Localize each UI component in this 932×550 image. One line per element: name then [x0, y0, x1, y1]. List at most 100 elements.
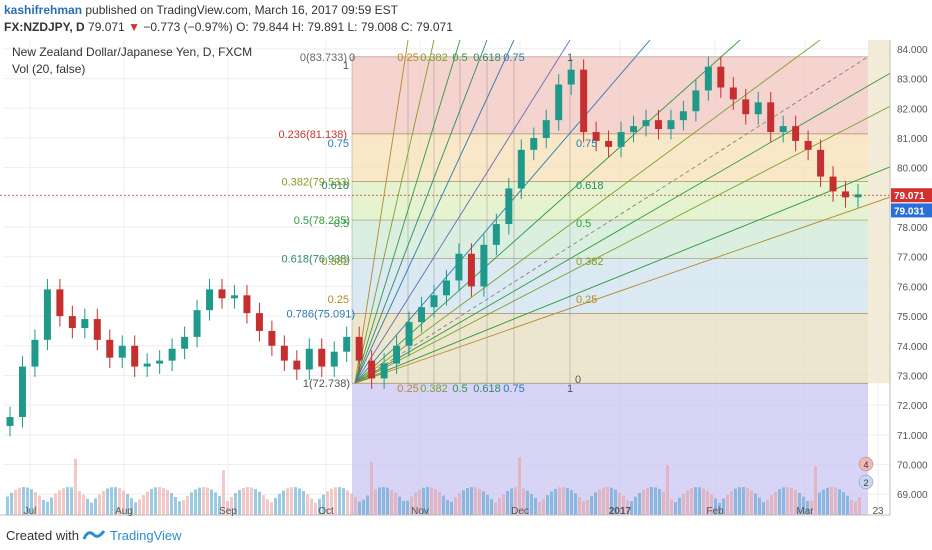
symbol-label[interactable]: FX:NZDJPY, D: [4, 20, 85, 34]
volume-bar: [490, 498, 493, 515]
candle-body: [630, 126, 638, 133]
fib-zone-extension: [868, 40, 890, 384]
tradingview-brand[interactable]: TradingView: [110, 528, 182, 543]
candle-body: [206, 289, 214, 311]
volume-bar: [34, 491, 37, 515]
volume-bar: [666, 465, 669, 515]
fan-mid-label: 0.25: [576, 294, 597, 306]
fib-level-label: 1(72.738): [303, 378, 350, 390]
volume-bar: [690, 488, 693, 515]
volume-bar: [170, 493, 173, 515]
volume-bar: [474, 487, 477, 515]
candle-body: [767, 102, 775, 133]
volume-bar: [186, 495, 189, 515]
volume-bar: [614, 489, 617, 515]
volume-bar: [618, 492, 621, 515]
fib-level-label: 0.5(78.235): [294, 215, 350, 227]
volume-bar: [822, 489, 825, 515]
volume-bar: [370, 461, 373, 515]
volume-bar: [678, 497, 681, 515]
volume-bar: [274, 497, 277, 515]
chart-header: kashifrehman published on TradingView.co…: [0, 0, 932, 40]
fan-bottom-label: 0.618: [473, 383, 501, 395]
volume-bar: [210, 489, 213, 515]
volume-bar: [122, 490, 125, 515]
fan-mid-label: 0.75: [576, 138, 597, 150]
volume-bar: [698, 487, 701, 515]
volume-bar: [670, 499, 673, 515]
time-tick-label: Jul: [24, 506, 37, 517]
volume-bar: [774, 491, 777, 515]
volume-bar: [62, 488, 65, 515]
volume-bar: [270, 502, 273, 515]
volume-bar: [66, 487, 69, 515]
price-tick-label: 71.000: [897, 431, 928, 442]
candle-body: [555, 84, 563, 121]
price-chart[interactable]: 0(83.733) 0.236(81.138) 0.382(79.533) 0.5(7…: [0, 40, 932, 522]
fan-line: [354, 40, 741, 384]
volume-bar: [730, 491, 733, 515]
volume-bar: [646, 487, 649, 515]
volume-bar: [138, 499, 141, 515]
price-axis-background: [890, 40, 932, 522]
volume-bar: [206, 487, 209, 515]
volume-bar: [258, 491, 261, 515]
fan-top-label: 0.75: [503, 52, 524, 64]
time-tick-label: Feb: [706, 506, 724, 517]
volume-bar: [94, 498, 97, 515]
volume-bar: [518, 457, 521, 515]
volume-bar: [350, 493, 353, 515]
candle-body: [193, 310, 201, 337]
volume-bar: [858, 497, 861, 515]
fan-mid-label: 0.382: [576, 256, 604, 268]
volume-bar: [438, 492, 441, 515]
volume-bar: [6, 496, 9, 515]
volume-bar: [826, 487, 829, 515]
candle-body: [792, 126, 800, 141]
volume-bar: [366, 495, 369, 515]
candle-body: [118, 345, 126, 358]
volume-bar: [758, 497, 761, 515]
candle-body: [642, 120, 650, 127]
candle-body: [455, 253, 463, 281]
author-name[interactable]: kashifrehman: [4, 3, 83, 17]
volume-bar: [778, 489, 781, 515]
candle-body: [480, 244, 488, 287]
candle-body: [31, 339, 39, 367]
candle-body: [81, 319, 89, 328]
volume-bar: [542, 499, 545, 515]
candle-body: [318, 348, 326, 367]
volume-bar: [462, 490, 465, 515]
volume-bar: [90, 502, 93, 515]
candle-body: [804, 140, 812, 150]
volume-bar: [318, 498, 321, 515]
fan-top-label: 0.25: [397, 52, 418, 64]
footer: Created with TradingView: [0, 522, 932, 550]
volume-bar: [346, 490, 349, 515]
volume-bar: [242, 487, 245, 515]
event-badge-icon: [858, 456, 874, 472]
fan-top-label: 0.618: [473, 52, 501, 64]
volume-bar: [682, 493, 685, 515]
candle-body: [268, 330, 276, 346]
volume-bar: [658, 489, 661, 515]
volume-bar: [14, 489, 17, 515]
volume-bar: [654, 487, 657, 515]
candle-body: [230, 295, 238, 299]
volume-bar: [334, 487, 337, 515]
candle-body: [131, 345, 139, 367]
volume-bar: [106, 488, 109, 515]
volume-bar: [26, 487, 29, 515]
fan-top-label: 0.5: [452, 52, 467, 64]
candle-body: [18, 366, 26, 418]
volume-bar: [738, 487, 741, 515]
volume-bar: [226, 501, 229, 515]
fan-top-label: 0.382: [420, 52, 448, 64]
volume-bar: [222, 470, 225, 515]
volume-bar: [830, 487, 833, 515]
candle-body: [542, 120, 550, 138]
candle-body: [779, 126, 787, 133]
candle-body: [829, 176, 837, 192]
volume-bar: [10, 492, 13, 515]
price-tick-label: 70.000: [897, 461, 928, 472]
